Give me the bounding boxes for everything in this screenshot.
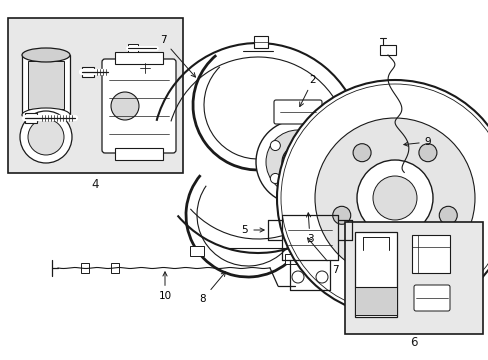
Circle shape bbox=[281, 84, 488, 312]
Circle shape bbox=[111, 92, 139, 120]
Text: 3: 3 bbox=[306, 213, 313, 244]
Text: 2: 2 bbox=[299, 75, 316, 107]
Circle shape bbox=[291, 271, 304, 283]
Bar bbox=[25, 113, 37, 123]
Bar bbox=[411, 235, 449, 273]
Circle shape bbox=[372, 176, 416, 220]
Circle shape bbox=[356, 160, 432, 236]
Bar bbox=[354, 232, 396, 317]
FancyBboxPatch shape bbox=[102, 59, 176, 153]
Text: 7: 7 bbox=[160, 35, 195, 77]
Text: 8: 8 bbox=[199, 272, 225, 304]
FancyBboxPatch shape bbox=[273, 100, 321, 124]
Circle shape bbox=[270, 174, 280, 184]
Bar bbox=[354, 287, 396, 315]
Circle shape bbox=[352, 144, 370, 162]
Circle shape bbox=[385, 245, 403, 263]
Ellipse shape bbox=[22, 108, 70, 122]
Circle shape bbox=[315, 271, 327, 283]
Bar bbox=[82, 67, 94, 77]
Bar bbox=[284, 254, 298, 264]
Circle shape bbox=[276, 80, 488, 316]
Circle shape bbox=[270, 140, 280, 150]
Circle shape bbox=[418, 144, 436, 162]
Text: 9: 9 bbox=[403, 137, 430, 147]
Bar bbox=[28, 61, 64, 109]
Circle shape bbox=[438, 206, 456, 224]
Circle shape bbox=[301, 130, 311, 140]
Circle shape bbox=[332, 206, 350, 224]
Bar bbox=[111, 263, 119, 273]
Ellipse shape bbox=[28, 119, 64, 155]
Text: 4: 4 bbox=[91, 177, 99, 190]
Bar bbox=[379, 45, 395, 55]
Circle shape bbox=[320, 157, 330, 167]
Circle shape bbox=[256, 120, 339, 204]
Circle shape bbox=[289, 154, 305, 170]
Text: 5: 5 bbox=[241, 225, 264, 235]
Bar bbox=[345, 222, 482, 334]
Text: 10: 10 bbox=[158, 272, 171, 301]
Circle shape bbox=[139, 62, 151, 74]
Text: 7: 7 bbox=[307, 238, 338, 275]
Bar bbox=[128, 44, 138, 52]
Bar bbox=[22, 55, 70, 115]
Text: 1: 1 bbox=[0, 359, 1, 360]
Circle shape bbox=[265, 130, 329, 194]
Bar bbox=[81, 263, 89, 273]
Bar bbox=[8, 18, 183, 173]
Bar bbox=[115, 148, 163, 160]
FancyBboxPatch shape bbox=[413, 285, 449, 311]
Circle shape bbox=[314, 118, 474, 278]
Bar bbox=[190, 246, 204, 256]
Circle shape bbox=[301, 184, 311, 194]
Bar bbox=[253, 36, 267, 48]
Ellipse shape bbox=[20, 111, 72, 163]
Circle shape bbox=[282, 146, 313, 178]
Ellipse shape bbox=[22, 48, 70, 62]
Text: 6: 6 bbox=[409, 336, 417, 348]
Bar bbox=[115, 52, 163, 64]
